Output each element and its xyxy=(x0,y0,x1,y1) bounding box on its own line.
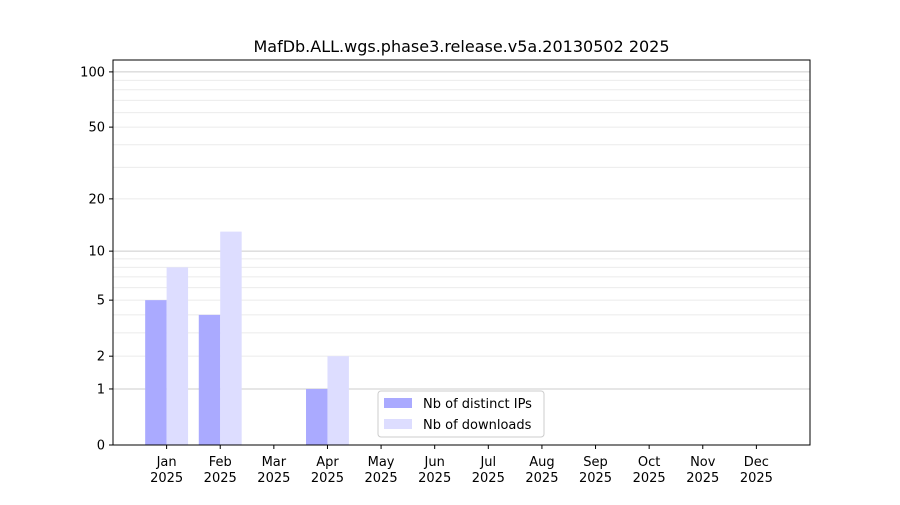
bar-distinct-ips xyxy=(198,314,221,445)
y-tick-label: 50 xyxy=(88,121,105,136)
bar-distinct-ips xyxy=(306,388,328,445)
x-tick-label: Jan 2025 xyxy=(150,455,183,486)
x-tick-label: Apr 2025 xyxy=(311,455,344,486)
x-tick-label: Sep 2025 xyxy=(579,455,612,486)
bar-distinct-ips xyxy=(145,300,167,445)
chart-title: MafDb.ALL.wgs.phase3.release.v5a.2013050… xyxy=(253,37,669,56)
bar-downloads xyxy=(166,267,189,445)
x-tick-label: Dec 2025 xyxy=(740,455,773,486)
bar-downloads xyxy=(327,356,349,445)
x-tick-label: Jun 2025 xyxy=(418,455,451,486)
legend-swatch xyxy=(384,398,412,408)
y-tick-label: 2 xyxy=(97,350,105,365)
y-tick-label: 100 xyxy=(80,65,105,80)
y-tick-label: 5 xyxy=(97,294,105,309)
x-tick-label: Mar 2025 xyxy=(257,455,290,486)
y-tick-label: 10 xyxy=(88,245,105,260)
legend-label: Nb of downloads xyxy=(423,418,532,433)
bar-downloads xyxy=(220,231,242,445)
y-tick-label: 0 xyxy=(97,439,105,454)
x-tick-label: Jul 2025 xyxy=(472,455,505,486)
legend-swatch xyxy=(384,419,412,429)
axes-frame xyxy=(112,59,811,446)
x-tick-label: May 2025 xyxy=(365,455,398,486)
x-tick-label: Oct 2025 xyxy=(633,455,666,486)
x-tick-label: Feb 2025 xyxy=(204,455,237,486)
y-tick-label: 1 xyxy=(97,382,105,397)
y-tick-label: 20 xyxy=(88,192,105,207)
x-tick-label: Aug 2025 xyxy=(525,455,558,486)
legend-box xyxy=(377,390,545,438)
legend-label: Nb of distinct IPs xyxy=(423,397,532,412)
x-tick-label: Nov 2025 xyxy=(686,455,719,486)
